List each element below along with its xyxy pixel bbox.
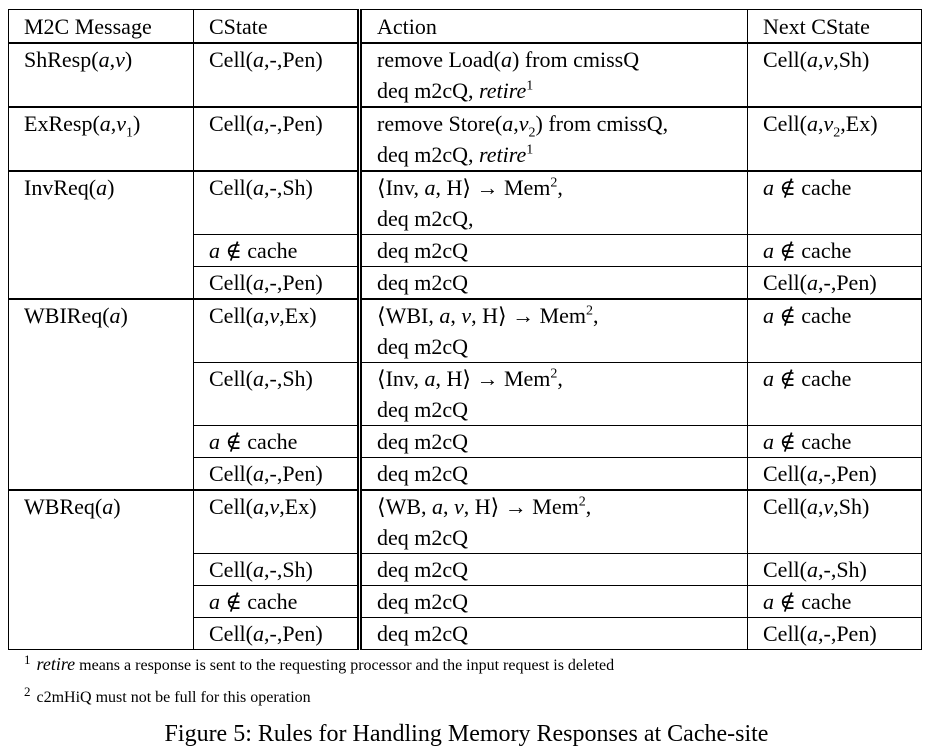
message-cell: WBIReq(a) (8, 298, 194, 491)
cstate-cell: a ∉ cache (193, 585, 360, 618)
cstate-cell: Cell(a,-,Pen) (193, 266, 360, 300)
cstate-cell: a ∉ cache (193, 425, 360, 458)
table-row: WBIReq(a) Cell(a,v,Ex) ⟨WBI, a, v, H⟩ → Me… (8, 298, 922, 491)
action-line: deq m2cQ (377, 270, 469, 295)
action-line: deq m2cQ, (377, 206, 474, 231)
cstate-cell: Cell(a,v,Ex) (193, 298, 360, 363)
cstate-cell: Cell(a,-,Pen) (193, 42, 360, 108)
action-line: remove Load(a) from cmissQ (377, 47, 640, 72)
figure-caption: Figure 5: Rules for Handling Memory Resp… (164, 721, 769, 747)
action-line: ⟨Inv, a, H⟩ → Mem2, (377, 366, 563, 391)
table-row: Cell(a,-,Pen) deq m2cQ Cell(a,-,Pen) (9, 266, 922, 300)
action-cell: deq m2cQ (357, 585, 748, 618)
action-cell: ⟨WB, a, v, H⟩ → Mem2, deq m2cQ (357, 489, 748, 554)
footnote-c2mhiq: 2 c2mHiQ must not be full for this operat… (24, 685, 311, 708)
header-m2c-message: M2C Message (8, 9, 194, 44)
next-cstate-cell: Cell(a,v,Sh) (747, 489, 922, 554)
next-cstate-cell: a ∉ cache (747, 362, 922, 426)
action-cell: deq m2cQ (357, 553, 748, 586)
action-line: deq m2cQ (377, 429, 469, 454)
table-row: Cell(a,-,Pen) deq m2cQ Cell(a,-,Pen) (9, 457, 922, 491)
action-line: deq m2cQ (377, 589, 469, 614)
cstate-cell: Cell(a,v,Ex) (193, 489, 360, 554)
action-line: deq m2cQ (377, 461, 469, 486)
next-cstate-cell: Cell(a,-,Pen) (747, 617, 922, 650)
footnote-text: retire means a response is sent to the r… (36, 654, 615, 674)
cstate-cell: Cell(a,-,Sh) (193, 170, 360, 235)
header-action: Action (357, 9, 748, 44)
action-line: deq m2cQ (377, 397, 469, 422)
footnote-retire: 1 retire means a response is sent to the … (24, 651, 615, 676)
table-row: ShResp(a,v) Cell(a,-,Pen) remove Load(a) f… (8, 42, 922, 108)
action-cell: ⟨Inv, a, H⟩ → Mem2, deq m2cQ, (357, 170, 748, 235)
table-row: WBReq(a) Cell(a,v,Ex) ⟨WB, a, v, H⟩ → Mem2… (8, 489, 922, 650)
action-cell: deq m2cQ (357, 266, 748, 300)
cstate-cell: Cell(a,-,Pen) (193, 106, 360, 172)
next-cstate-cell: Cell(a,-,Sh) (747, 553, 922, 586)
action-line: deq m2cQ, retire1 (377, 78, 534, 103)
action-cell: deq m2cQ (357, 425, 748, 458)
next-cstate-cell: Cell(a,-,Pen) (747, 457, 922, 491)
action-cell: deq m2cQ (357, 234, 748, 267)
action-line: ⟨WB, a, v, H⟩ → Mem2, (377, 494, 592, 519)
action-line: deq m2cQ (377, 557, 469, 582)
next-cstate-cell: a ∉ cache (747, 585, 922, 618)
table-row: Cell(a,-,Sh) ⟨Inv, a, H⟩ → Mem2, deq m2cQ a… (9, 362, 922, 426)
table-row: InvReq(a) Cell(a,-,Sh) ⟨Inv, a, H⟩ → Mem2,… (8, 170, 922, 300)
footnote-marker: 1 (24, 651, 31, 667)
action-line: deq m2cQ, retire1 (377, 142, 534, 167)
rules-body: ShResp(a,v) Cell(a,-,Pen) remove Load(a) f… (8, 42, 922, 650)
cstate-cell: Cell(a,-,Sh) (193, 553, 360, 586)
next-cstate-cell: Cell(a,v2,Ex) (747, 106, 922, 172)
header-row: M2C Message CState Action Next CState (8, 9, 922, 44)
action-line: remove Store(a,v2) from cmissQ, (377, 111, 669, 141)
next-cstate-cell: a ∉ cache (747, 234, 922, 267)
table-row: ExResp(a,v1) Cell(a,-,Pen) remove Store(a,… (8, 106, 922, 172)
action-line: deq m2cQ (377, 621, 469, 646)
footnote-text: c2mHiQ must not be full for this operati… (36, 689, 311, 706)
action-cell: deq m2cQ (357, 457, 748, 491)
table-row: a ∉ cache deq m2cQ a ∉ cache (9, 425, 922, 458)
table-row: a ∉ cache deq m2cQ a ∉ cache (9, 234, 922, 267)
action-line: deq m2cQ (377, 525, 469, 550)
action-line: ⟨Inv, a, H⟩ → Mem2, (377, 175, 563, 200)
next-cstate-cell: Cell(a,-,Pen) (747, 266, 922, 300)
next-cstate-cell: a ∉ cache (747, 425, 922, 458)
message-cell: ExResp(a,v1) (8, 106, 194, 172)
message-cell: ShResp(a,v) (8, 42, 194, 108)
cstate-cell: a ∉ cache (193, 234, 360, 267)
action-line: deq m2cQ (377, 238, 469, 263)
message-cell: InvReq(a) (8, 170, 194, 300)
action-cell: ⟨Inv, a, H⟩ → Mem2, deq m2cQ (357, 362, 748, 426)
action-line: ⟨WBI, a, v, H⟩ → Mem2, (377, 303, 599, 328)
message-cell: WBReq(a) (8, 489, 194, 650)
action-cell: remove Store(a,v2) from cmissQ, deq m2cQ,… (357, 106, 748, 172)
footnote-marker: 2 (24, 683, 31, 699)
table-row: Cell(a,-,Sh) deq m2cQ Cell(a,-,Sh) (9, 553, 922, 586)
action-cell: remove Load(a) from cmissQ deq m2cQ, reti… (357, 42, 748, 108)
header-cstate: CState (193, 9, 360, 44)
cstate-cell: Cell(a,-,Pen) (193, 457, 360, 491)
action-line: deq m2cQ (377, 334, 469, 359)
cstate-cell: Cell(a,-,Pen) (193, 617, 360, 650)
table-row: Cell(a,-,Pen) deq m2cQ Cell(a,-,Pen) (9, 617, 922, 650)
cstate-cell: Cell(a,-,Sh) (193, 362, 360, 426)
next-cstate-cell: a ∉ cache (747, 298, 922, 363)
table-row: a ∉ cache deq m2cQ a ∉ cache (9, 585, 922, 618)
rules-table: M2C Message CState Action Next CState Sh… (8, 9, 922, 650)
next-cstate-cell: Cell(a,v,Sh) (747, 42, 922, 108)
next-cstate-cell: a ∉ cache (747, 170, 922, 235)
action-cell: deq m2cQ (357, 617, 748, 650)
action-cell: ⟨WBI, a, v, H⟩ → Mem2, deq m2cQ (357, 298, 748, 363)
header-next-cstate: Next CState (747, 9, 922, 44)
